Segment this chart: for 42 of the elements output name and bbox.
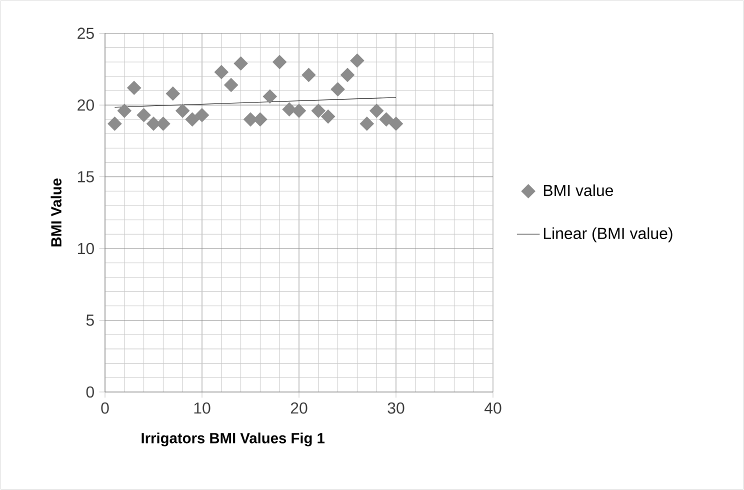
point [340,68,355,82]
point [234,56,248,71]
point [117,104,132,118]
point [282,102,296,116]
point [176,104,190,118]
point [156,116,170,131]
x-tick-label: 20 [290,402,308,414]
point [330,82,345,96]
point [214,65,228,80]
point [136,108,151,122]
point [379,112,394,126]
y-tick-label: 5 [86,314,94,326]
point [388,116,404,131]
y-tick-label: 15 [78,171,94,182]
y-tick-label: 0 [86,386,94,398]
x-tick-label: 10 [194,402,210,414]
point [224,78,238,92]
x-tick-label: 40 [484,402,502,414]
point [194,108,210,122]
point [370,104,384,118]
x-axis-title: Irrigators BMI Values Fig 1 [142,432,325,446]
point [272,54,287,70]
point [262,89,277,104]
point [127,80,142,95]
point [350,54,364,68]
x-tick-label: 30 [388,402,404,414]
x-tick-label: 0 [101,402,109,414]
legend-label: Linear (BMI value) [544,227,672,242]
y-tick-label: 20 [78,99,94,111]
y-tick-label: 25 [78,28,94,39]
point [108,116,122,131]
point [360,116,374,131]
point [166,86,180,101]
point [311,104,326,118]
y-axis-title: BMI Value [50,178,62,246]
point [292,104,306,118]
point [302,68,316,82]
legend-label: BMI value [544,184,614,196]
point [321,109,336,124]
y-tick-label: 10 [78,242,94,254]
point [253,112,268,126]
point [185,112,200,126]
